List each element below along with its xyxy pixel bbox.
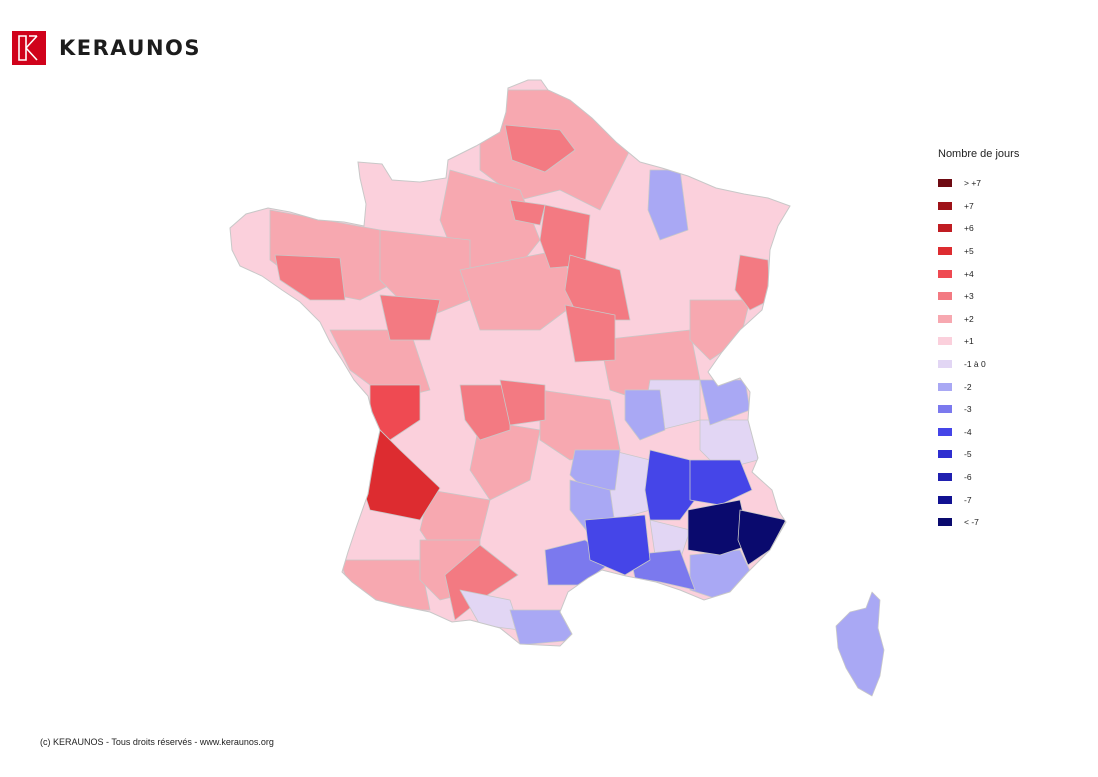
legend-swatch [938, 201, 952, 210]
dept-correze-plus3 [499, 379, 546, 426]
dept-haute-garonne-plus3 [444, 544, 519, 621]
legend-item: +2 [938, 308, 1019, 331]
brand-logo: KERAUNOS [12, 31, 201, 65]
legend-label: > +7 [964, 178, 982, 189]
dept-limousin-plus2 [469, 419, 541, 501]
legend-items: > +7 +7 +6 +5 +4 +3 +2 +1 -1 à 0 -2 -3 -4 -5 -6 -7 < -7 [938, 172, 1019, 534]
legend-label: -3 [964, 404, 972, 415]
legend-label: +6 [964, 223, 974, 234]
legend-swatch [938, 382, 952, 391]
legend-label: +4 [964, 268, 974, 279]
dept-rhone-minus2 [624, 389, 666, 441]
legend-swatch [938, 473, 952, 482]
dept-paris-plus3 [509, 199, 546, 226]
legend-item: -6 [938, 466, 1019, 489]
legend-item: -4 [938, 421, 1019, 444]
corsica-minus2 [835, 591, 885, 697]
legend-item: +6 [938, 217, 1019, 240]
dept-var-minus2 [689, 549, 753, 601]
legend-label: -5 [964, 449, 972, 460]
legend-swatch [938, 495, 952, 504]
dept-haut-rhin-plus3 [734, 254, 771, 311]
legend-swatch [938, 405, 952, 414]
legend-item: -5 [938, 443, 1019, 466]
dept-gard-minus4 [584, 514, 651, 576]
legend-item: -7 [938, 488, 1019, 511]
legend-item: +3 [938, 285, 1019, 308]
legend-swatch [938, 292, 952, 301]
map-legend: Nombre de jours > +7 +7 +6 +5 +4 +3 +2 +1 -1 à 0… [938, 148, 1019, 534]
dept-marne-plus3 [539, 204, 591, 269]
legend-swatch [938, 179, 952, 188]
legend-swatch [938, 518, 952, 527]
legend-label: +2 [964, 313, 974, 324]
brand-name: KERAUNOS [59, 36, 201, 60]
legend-item: > +7 [938, 172, 1019, 195]
legend-label: -7 [964, 494, 972, 505]
legend-item: -3 [938, 398, 1019, 421]
dept-morbihan-plus3 [274, 254, 346, 301]
legend-swatch [938, 314, 952, 323]
legend-label: -2 [964, 381, 972, 392]
keraunos-logo-icon [12, 31, 46, 65]
dept-maine-et-loire-plus3 [379, 294, 441, 341]
dept-somme-plus3 [504, 124, 576, 173]
legend-label: -6 [964, 472, 972, 483]
legend-label: +3 [964, 291, 974, 302]
legend-label: +7 [964, 200, 974, 211]
legend-item: +1 [938, 330, 1019, 353]
legend-item: +4 [938, 262, 1019, 285]
dept-pyrenees-orientales-minus2 [509, 609, 576, 646]
dept-yonne-plus3 [564, 304, 616, 363]
dept-centre-plus2 [459, 249, 581, 331]
legend-title: Nombre de jours [938, 148, 1020, 160]
legend-label: +1 [964, 336, 974, 347]
legend-label: -1 à 0 [964, 359, 986, 370]
dept-isere-minus4 [689, 459, 753, 506]
dept-alpes-de-haute-provence-minus8 [687, 499, 751, 556]
legend-label: -4 [964, 426, 972, 437]
dept-drome-minus4 [644, 449, 696, 521]
legend-swatch [938, 360, 952, 369]
legend-swatch [938, 269, 952, 278]
legend-item: -1 à 0 [938, 353, 1019, 376]
legend-item: +5 [938, 240, 1019, 263]
dept-alpes-maritimes-minus8 [737, 509, 787, 566]
legend-label: +5 [964, 246, 974, 257]
legend-swatch [938, 427, 952, 436]
legend-swatch [938, 247, 952, 256]
legend-item: -2 [938, 375, 1019, 398]
legend-swatch [938, 337, 952, 346]
copyright-footer: (c) KERAUNOS - Tous droits réservés - ww… [40, 737, 274, 747]
legend-item: +7 [938, 195, 1019, 218]
legend-label: < -7 [964, 517, 979, 528]
legend-swatch [938, 450, 952, 459]
legend-item: < -7 [938, 511, 1019, 534]
france-outline [229, 79, 791, 647]
legend-swatch [938, 224, 952, 233]
